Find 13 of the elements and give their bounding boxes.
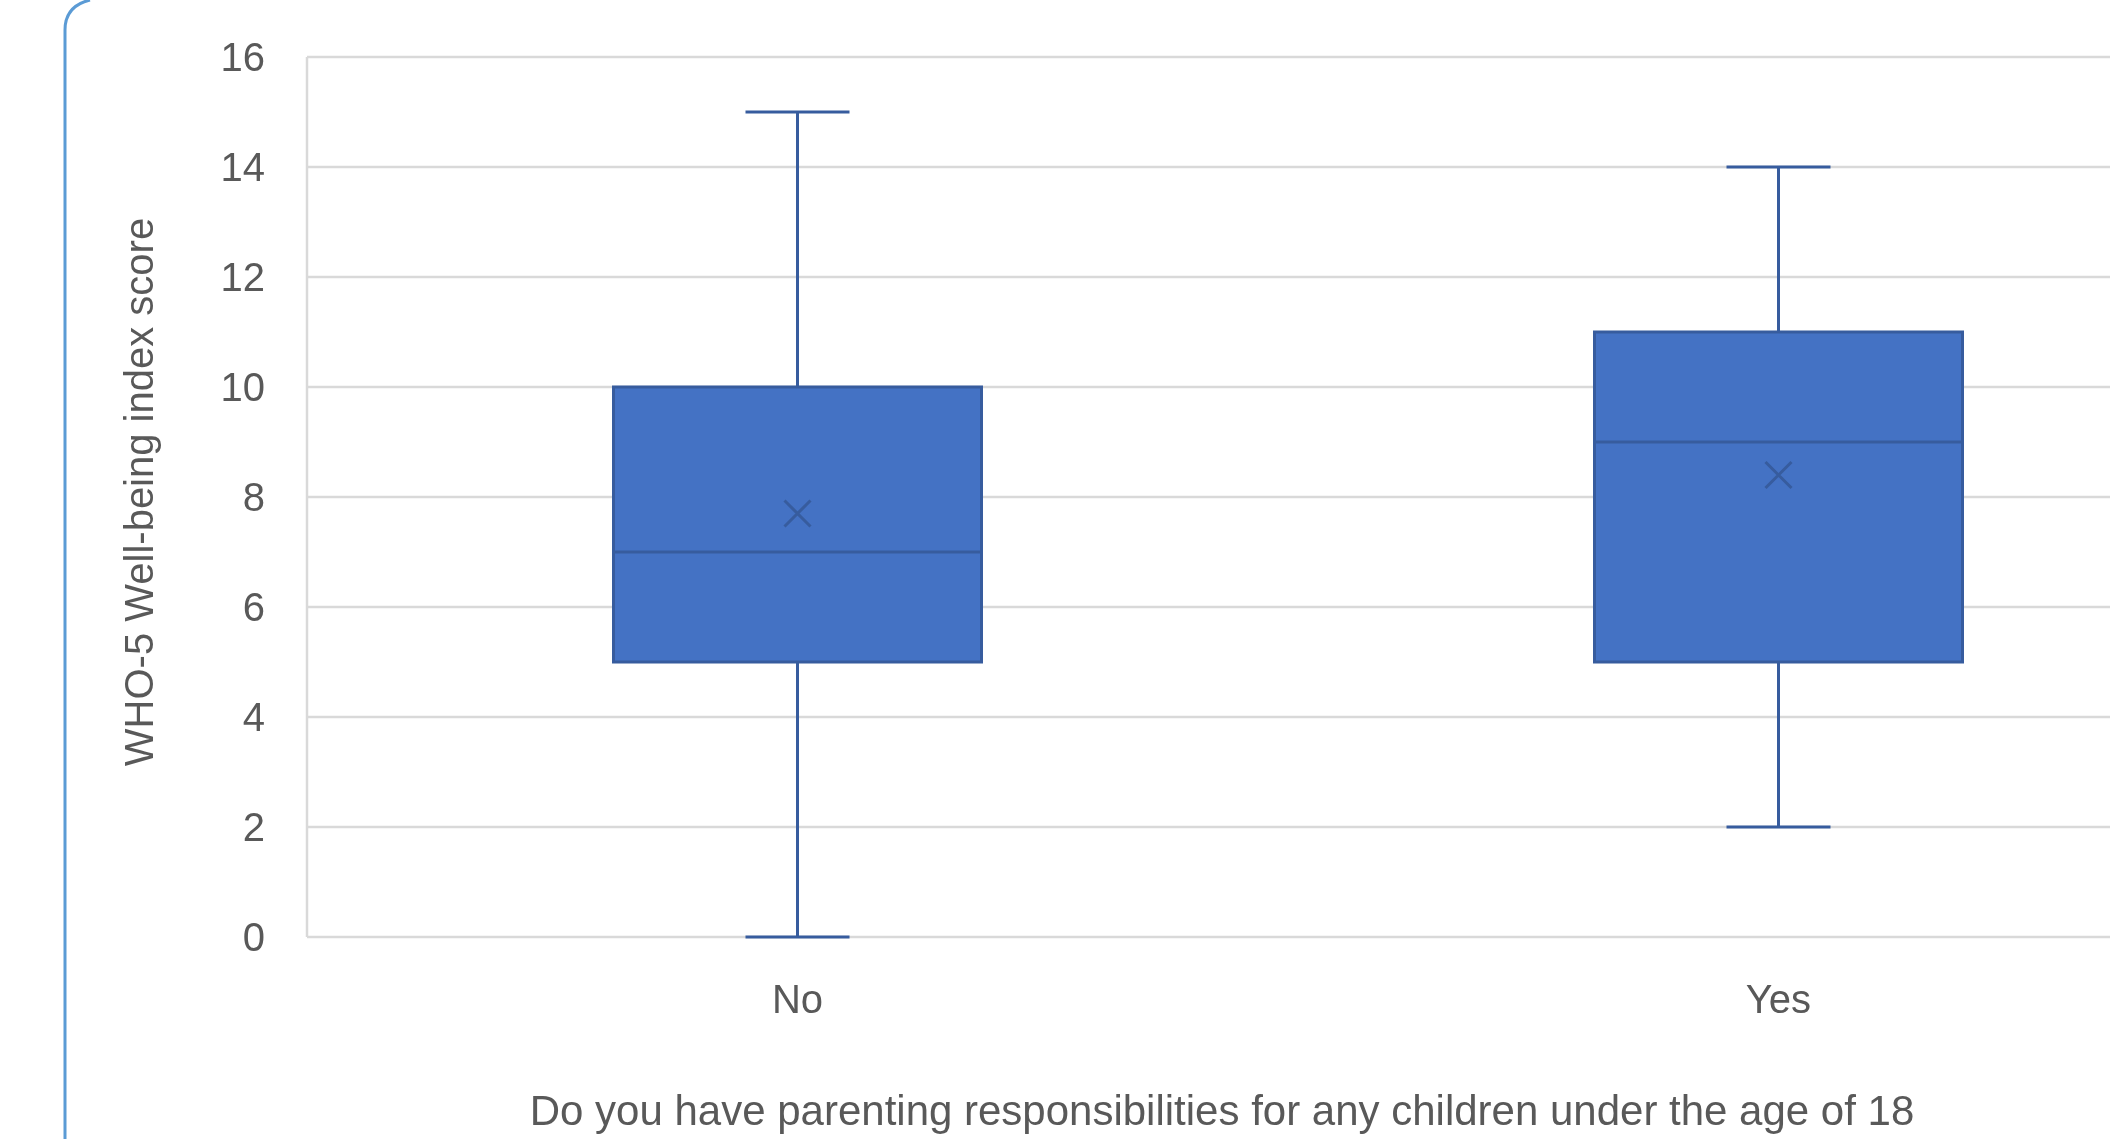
y-tick-label: 16 — [220, 35, 265, 79]
x-axis-title: Do you have parenting responsibilities for any children under the age of 18 — [529, 1087, 1915, 1134]
y-tick-label: 4 — [242, 695, 265, 739]
y-tick-label: 8 — [242, 475, 265, 519]
y-tick-label: 6 — [242, 585, 265, 629]
y-tick-label: 14 — [220, 145, 265, 189]
y-tick-label: 0 — [242, 915, 265, 959]
x-tick-label: No — [771, 977, 824, 1021]
y-tick-label: 2 — [242, 805, 265, 849]
x-tick-label: Yes — [1745, 977, 1812, 1021]
y-axis-title: WHO-5 Well-being index score — [117, 217, 161, 767]
y-tick-label: 10 — [220, 365, 265, 409]
y-tick-label: 12 — [220, 255, 265, 299]
